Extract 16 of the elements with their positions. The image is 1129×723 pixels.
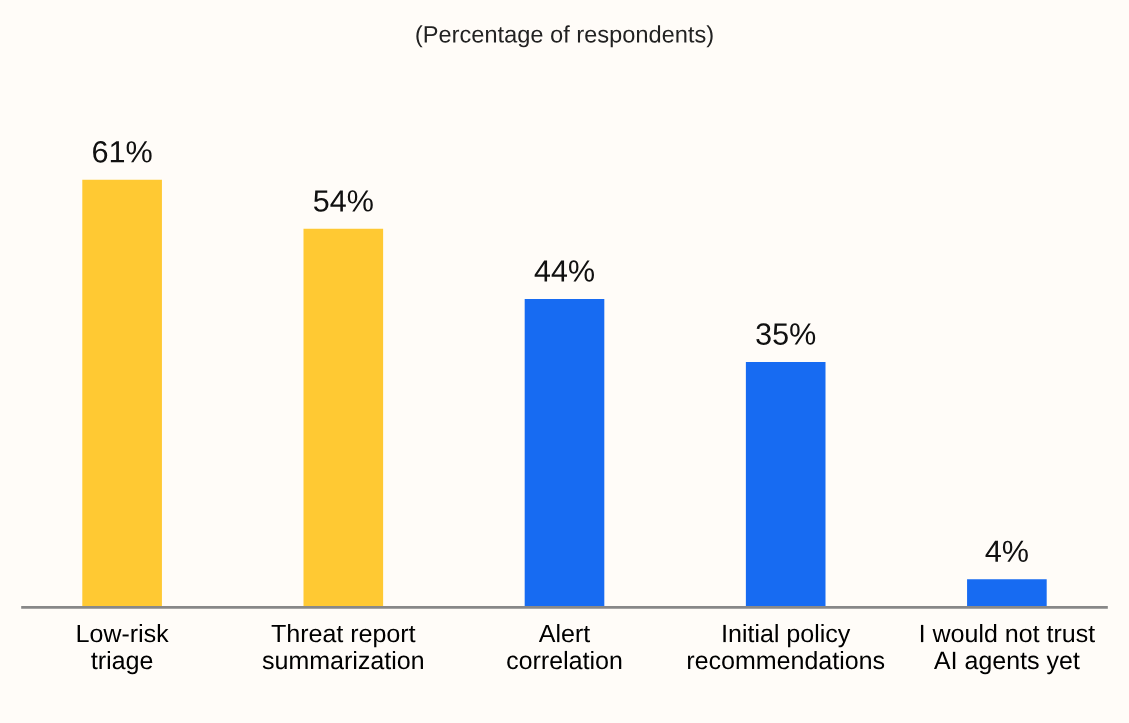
- chart-title: (Percentage of respondents): [416, 25, 713, 48]
- x-tick-label: Low-risk triage: [77, 623, 169, 675]
- bar: [82, 179, 162, 608]
- data-label: 54%: [313, 190, 373, 212]
- bar: [524, 298, 605, 608]
- x-tick-label: Threat report summarization: [262, 623, 423, 670]
- data-label: 61%: [93, 141, 152, 163]
- data-label: 35%: [756, 323, 816, 345]
- x-tick-label: I would not trust AI agents yet: [920, 623, 1095, 675]
- bar: [967, 579, 1047, 608]
- x-tick-label: Initial policy recommendations: [688, 623, 885, 670]
- bar: [745, 362, 826, 608]
- bar: [303, 228, 384, 608]
- data-label: 44%: [534, 260, 594, 282]
- data-label: 4%: [985, 540, 1028, 563]
- x-tick-label: Alert correlation: [507, 623, 622, 670]
